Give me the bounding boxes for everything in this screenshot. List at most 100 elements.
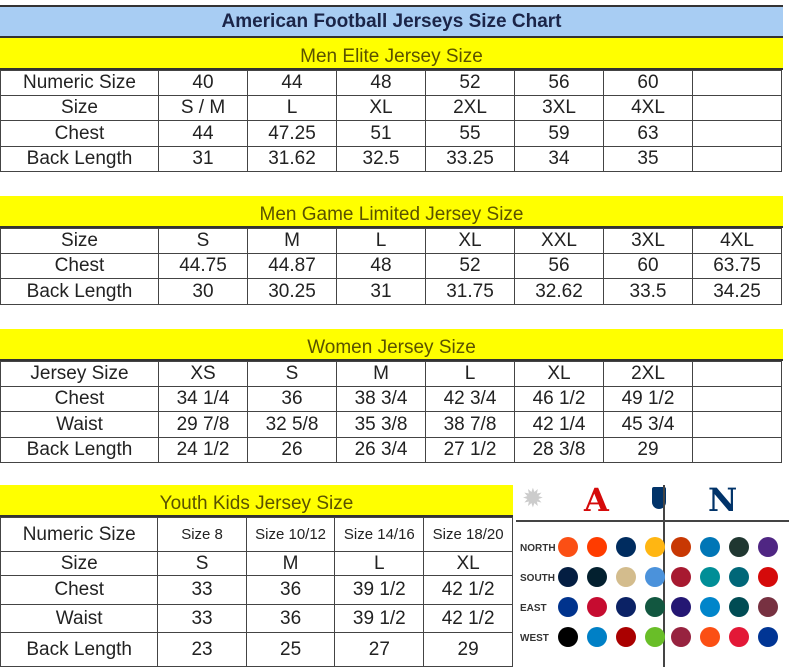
afc-team-logo-icon bbox=[558, 567, 578, 587]
table-row: Chest 34 1/4 36 38 3/4 42 3/4 46 1/2 49 1/2 bbox=[0, 386, 782, 412]
row-label: Numeric Size bbox=[0, 517, 159, 552]
table-cell: 56 bbox=[514, 253, 604, 279]
nfc-team-logo-icon bbox=[758, 597, 778, 617]
table-row: Chest 33 36 39 1/2 42 1/2 bbox=[0, 575, 513, 605]
table-row: Numeric Size Size 8 Size 10/12 Size 14/16 Si… bbox=[0, 517, 513, 552]
table-cell: 26 3/4 bbox=[336, 437, 426, 463]
star-icon: ✹ bbox=[522, 483, 544, 513]
table-cell: 32.62 bbox=[514, 278, 604, 305]
row-label: Jersey Size bbox=[0, 361, 159, 387]
table-cell: S bbox=[157, 551, 247, 576]
table-cell: 42 1/4 bbox=[514, 411, 604, 438]
table-row: Back Length 31 31.62 32.5 33.25 34 35 bbox=[0, 146, 782, 172]
table-cell bbox=[692, 411, 782, 438]
table-cell: 3XL bbox=[603, 228, 693, 254]
size-table: Size S M L XL XXL 3XL 4XL Chest 44.75 44.87 48 52 56 6… bbox=[0, 228, 782, 305]
table-row: Back Length 24 1/2 26 26 3/4 27 1/2 28 3/8 29 bbox=[0, 437, 782, 463]
division-label: EAST bbox=[520, 603, 547, 614]
section-heading: Men Elite Jersey Size bbox=[0, 38, 783, 70]
table-cell: 63.75 bbox=[692, 253, 782, 279]
table-cell: 32 5/8 bbox=[247, 411, 337, 438]
row-label: Chest bbox=[0, 575, 159, 605]
table-row: Back Length 30 30.25 31 31.75 32.62 33.5 34.25 bbox=[0, 278, 782, 305]
table-cell: 27 bbox=[334, 632, 425, 667]
division-label: SOUTH bbox=[520, 573, 555, 584]
table-cell: 31.75 bbox=[425, 278, 515, 305]
table-cell: 56 bbox=[514, 70, 604, 96]
afc-team-logo-icon bbox=[645, 567, 665, 587]
table-cell: 60 bbox=[603, 253, 693, 279]
table-row: Size S M L XL XXL 3XL 4XL bbox=[0, 228, 782, 254]
table-cell: 45 3/4 bbox=[603, 411, 693, 438]
row-label: Waist bbox=[0, 411, 159, 438]
table-cell: 46 1/2 bbox=[514, 386, 604, 412]
table-cell: 24 1/2 bbox=[158, 437, 248, 463]
table-cell: 48 bbox=[336, 253, 426, 279]
table-cell: 31.62 bbox=[247, 146, 337, 172]
row-label: Size bbox=[0, 551, 159, 576]
men-elite-section: Men Elite Jersey Size Numeric Size 40 44 48 5… bbox=[0, 38, 783, 172]
size-table: Numeric Size 40 44 48 52 56 60 Size S / M L XL 2XL 3… bbox=[0, 70, 782, 172]
table-cell: 34 1/4 bbox=[158, 386, 248, 412]
table-cell: L bbox=[334, 551, 425, 576]
nfc-team-logo-icon bbox=[671, 567, 691, 587]
nfc-team-logo-icon bbox=[729, 537, 749, 557]
table-cell: 63 bbox=[603, 120, 693, 147]
table-cell: 34.25 bbox=[692, 278, 782, 305]
table-cell: M bbox=[247, 228, 337, 254]
table-cell bbox=[692, 70, 782, 96]
table-cell: 44.75 bbox=[158, 253, 248, 279]
men-game-limited-section: Men Game Limited Jersey Size Size S M L XL XXL… bbox=[0, 196, 783, 305]
nfc-team-logo-icon bbox=[671, 597, 691, 617]
table-cell: 60 bbox=[603, 70, 693, 96]
table-cell: 36 bbox=[245, 575, 336, 605]
table-cell: 55 bbox=[425, 120, 515, 147]
table-cell: 42 1/2 bbox=[423, 575, 513, 605]
table-cell: S bbox=[247, 361, 337, 387]
afc-team-logo-icon bbox=[616, 597, 636, 617]
table-cell bbox=[692, 146, 782, 172]
table-row: Waist 33 36 39 1/2 42 1/2 bbox=[0, 604, 513, 633]
table-cell bbox=[692, 361, 782, 387]
table-cell: 2XL bbox=[603, 361, 693, 387]
table-cell: S bbox=[158, 228, 248, 254]
nfc-team-logo-icon bbox=[700, 597, 720, 617]
table-cell: Size 18/20 bbox=[423, 517, 513, 552]
row-label: Chest bbox=[0, 253, 159, 279]
nfc-logo: N bbox=[708, 481, 738, 519]
table-cell: XS bbox=[158, 361, 248, 387]
size-table: Jersey Size XS S M L XL 2XL Chest 34 1/4 36 38 3/4… bbox=[0, 361, 782, 463]
nfc-team-logo-icon bbox=[700, 627, 720, 647]
table-cell: 32.5 bbox=[336, 146, 426, 172]
row-label: Back Length bbox=[0, 437, 159, 463]
table-cell: Size 14/16 bbox=[334, 517, 425, 552]
afc-team-logo-icon bbox=[616, 567, 636, 587]
table-cell: 38 3/4 bbox=[336, 386, 426, 412]
table-cell: 28 3/8 bbox=[514, 437, 604, 463]
nfc-team-logo-icon bbox=[729, 627, 749, 647]
nfl-shield-logo bbox=[652, 487, 666, 509]
table-cell: 35 3/8 bbox=[336, 411, 426, 438]
table-cell: 36 bbox=[245, 604, 336, 633]
table-cell: L bbox=[247, 95, 337, 121]
section-heading: Women Jersey Size bbox=[0, 329, 783, 361]
table-cell: 59 bbox=[514, 120, 604, 147]
table-cell: L bbox=[425, 361, 515, 387]
division-label: WEST bbox=[520, 633, 549, 644]
row-label: Chest bbox=[0, 120, 159, 147]
table-cell: Size 8 bbox=[157, 517, 247, 552]
afc-team-logo-icon bbox=[587, 567, 607, 587]
table-cell: L bbox=[336, 228, 426, 254]
youth-section: Youth Kids Jersey Size Numeric Size Size 8… bbox=[0, 485, 513, 667]
table-cell: 4XL bbox=[603, 95, 693, 121]
afc-team-logo-icon bbox=[558, 537, 578, 557]
afc-team-logo-icon bbox=[587, 597, 607, 617]
table-cell: 26 bbox=[247, 437, 337, 463]
table-row: Size S M L XL bbox=[0, 551, 513, 576]
row-label: Back Length bbox=[0, 278, 159, 305]
table-cell bbox=[692, 437, 782, 463]
row-label: Back Length bbox=[0, 146, 159, 172]
table-cell: XXL bbox=[514, 228, 604, 254]
row-label: Size bbox=[0, 95, 159, 121]
table-cell: 3XL bbox=[514, 95, 604, 121]
